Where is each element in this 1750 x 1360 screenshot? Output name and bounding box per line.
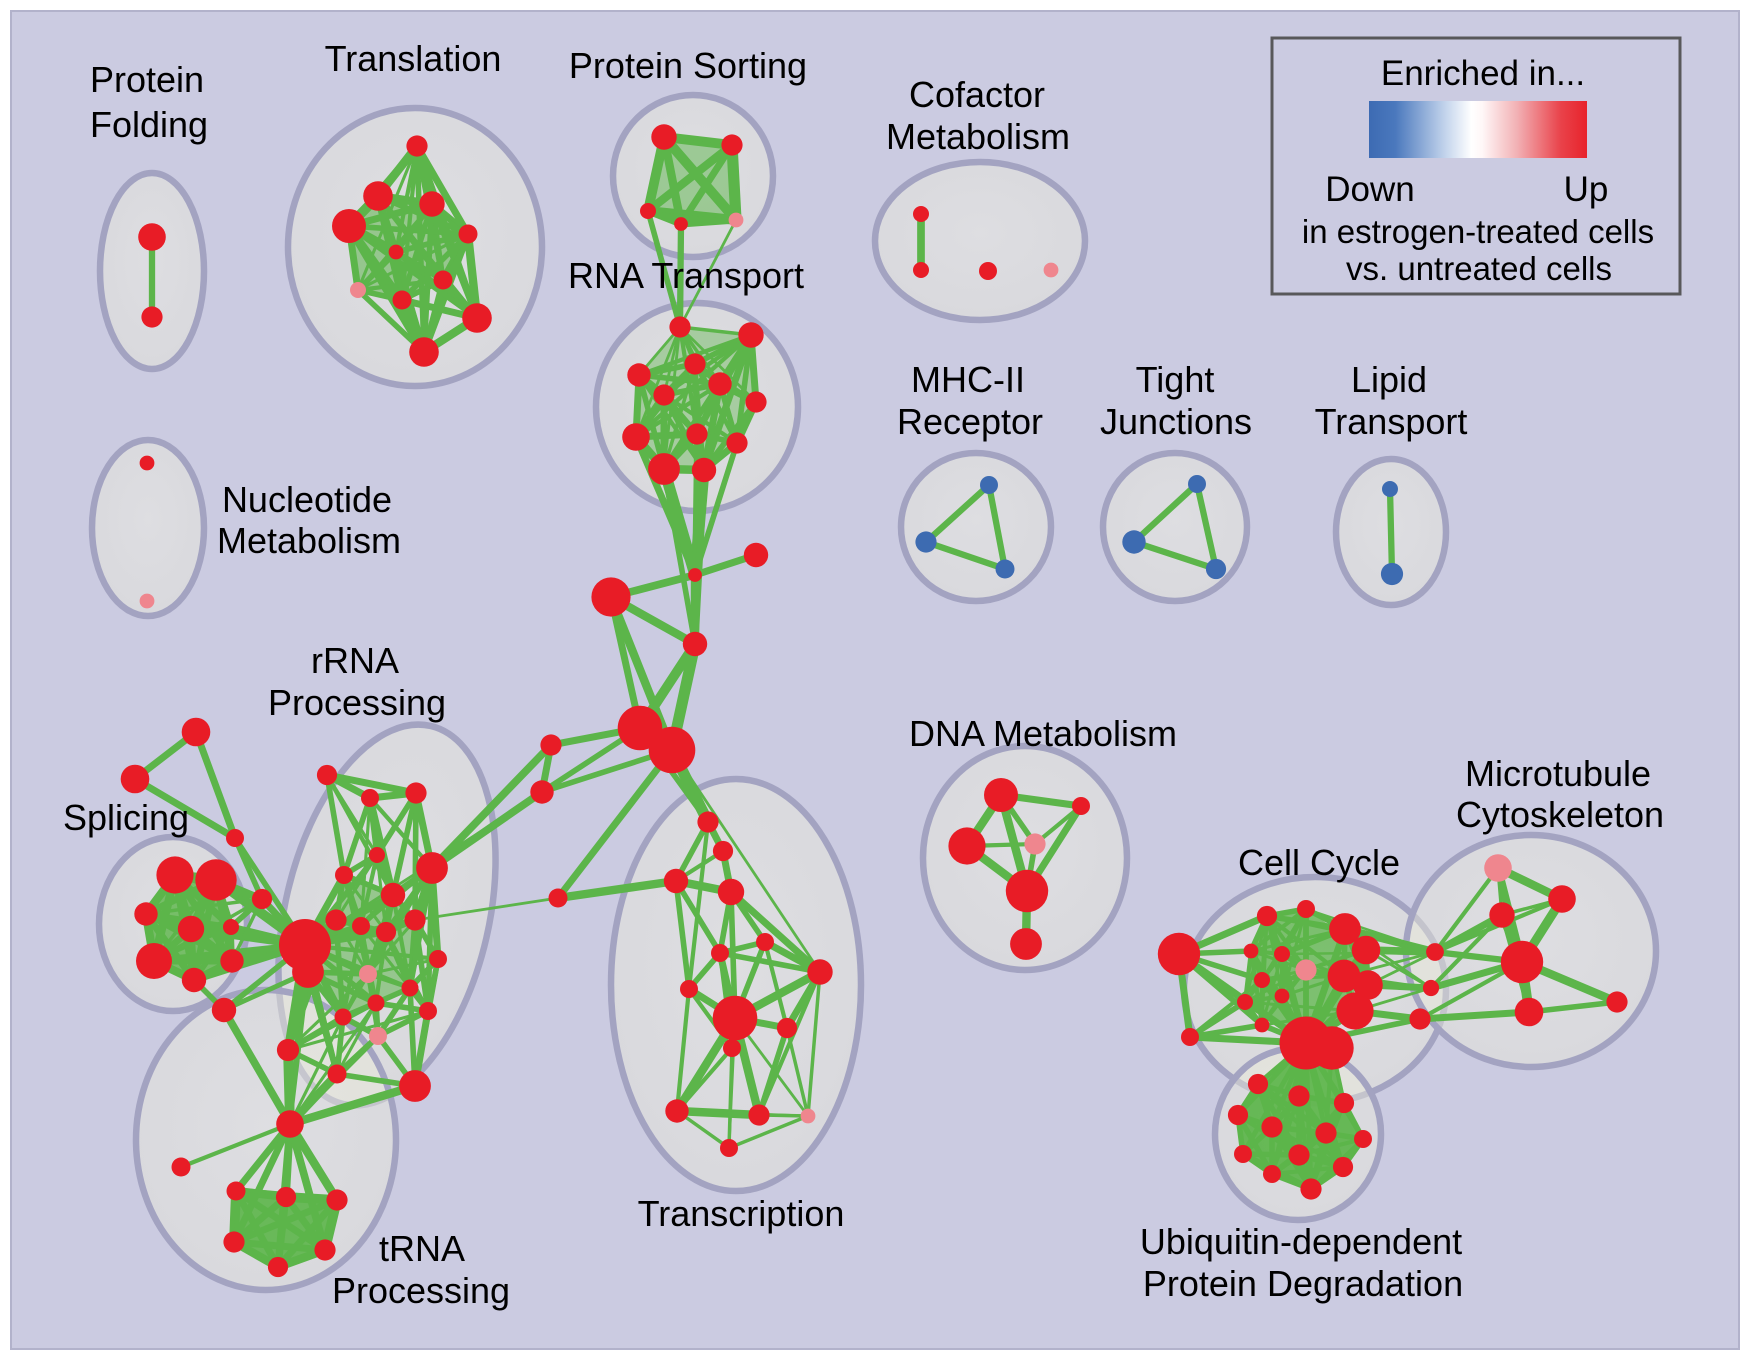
svg-text:Transcription: Transcription bbox=[638, 1193, 845, 1234]
svg-text:Cofactor: Cofactor bbox=[909, 74, 1045, 115]
svg-text:Junctions: Junctions bbox=[1100, 401, 1252, 442]
svg-text:Lipid: Lipid bbox=[1351, 359, 1427, 400]
svg-text:Splicing: Splicing bbox=[63, 797, 189, 838]
svg-text:Processing: Processing bbox=[332, 1270, 510, 1311]
svg-text:Folding: Folding bbox=[90, 104, 208, 145]
svg-text:Metabolism: Metabolism bbox=[886, 116, 1070, 157]
svg-text:tRNA: tRNA bbox=[379, 1228, 465, 1269]
svg-text:Receptor: Receptor bbox=[897, 401, 1043, 442]
svg-text:rRNA: rRNA bbox=[311, 640, 399, 681]
svg-text:Processing: Processing bbox=[268, 682, 446, 723]
svg-text:Tight: Tight bbox=[1136, 359, 1215, 400]
svg-text:MHC-II: MHC-II bbox=[911, 359, 1025, 400]
svg-text:Enriched in...: Enriched in... bbox=[1381, 54, 1585, 93]
svg-text:Up: Up bbox=[1564, 170, 1609, 209]
svg-text:vs. untreated cells: vs. untreated cells bbox=[1346, 250, 1612, 287]
svg-text:Cytoskeleton: Cytoskeleton bbox=[1456, 794, 1664, 835]
svg-text:Microtubule: Microtubule bbox=[1465, 753, 1651, 794]
svg-text:Metabolism: Metabolism bbox=[217, 520, 401, 561]
svg-text:DNA Metabolism: DNA Metabolism bbox=[909, 713, 1177, 754]
svg-text:Cell Cycle: Cell Cycle bbox=[1238, 842, 1400, 883]
svg-text:Protein Degradation: Protein Degradation bbox=[1143, 1263, 1463, 1304]
svg-text:in estrogen-treated cells: in estrogen-treated cells bbox=[1302, 213, 1654, 250]
svg-text:Translation: Translation bbox=[325, 38, 502, 79]
svg-text:RNA Transport: RNA Transport bbox=[568, 255, 804, 296]
svg-text:Nucleotide: Nucleotide bbox=[222, 479, 392, 520]
svg-text:Protein Sorting: Protein Sorting bbox=[569, 45, 807, 86]
svg-text:Ubiquitin-dependent: Ubiquitin-dependent bbox=[1140, 1221, 1462, 1262]
svg-text:Down: Down bbox=[1325, 170, 1414, 209]
svg-text:Protein: Protein bbox=[90, 59, 204, 100]
svg-text:Transport: Transport bbox=[1315, 401, 1468, 442]
